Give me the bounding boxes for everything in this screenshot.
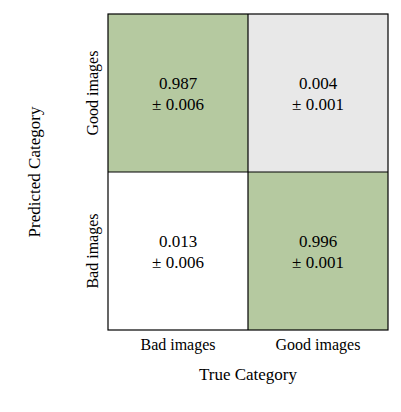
frame — [108, 14, 388, 330]
cell — [108, 14, 248, 172]
cell-label: 0.987± 0.006 — [152, 73, 204, 113]
x-axis-label: True Category — [199, 365, 298, 384]
cell-label: 0.013± 0.006 — [152, 231, 204, 271]
x-tick-label: Bad images — [140, 336, 215, 354]
y-axis-label: Predicted Category — [25, 106, 44, 237]
cell-label: 0.004± 0.001 — [292, 73, 344, 113]
cell-label: 0.996± 0.001 — [292, 231, 344, 271]
y-tick-label: Good images — [84, 51, 102, 136]
x-tick-label: Good images — [276, 336, 361, 354]
cell — [248, 14, 388, 172]
chart: 0.987± 0.006 0.004± 0.001 0.013± 0.006 0.99… — [0, 0, 401, 412]
y-tick-label: Bad images — [84, 213, 102, 288]
cell — [248, 172, 388, 330]
cells — [108, 14, 388, 330]
cell — [108, 172, 248, 330]
grid-line — [108, 171, 388, 172]
